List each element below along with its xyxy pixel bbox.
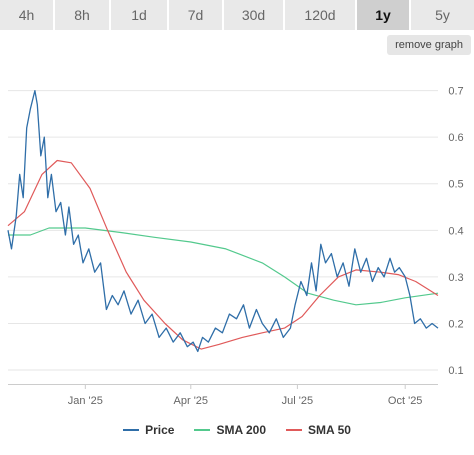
sma-50-line — [7, 159, 439, 350]
y-tick-label: 0.3 — [448, 272, 463, 284]
tab-1d[interactable]: 1d — [111, 0, 169, 30]
legend-swatch-sma-50 — [286, 429, 303, 431]
y-tick-label: 0.6 — [448, 132, 463, 144]
x-tick-label: Apr '25 — [174, 395, 209, 407]
y-tick-label: 0.4 — [448, 225, 463, 237]
legend-label-sma-50: SMA 50 — [308, 423, 351, 437]
y-tick-label: 0.5 — [448, 179, 463, 191]
x-tick-label: Jan '25 — [68, 395, 103, 407]
tab-1y[interactable]: 1y — [357, 0, 411, 30]
legend-swatch-sma-200 — [194, 429, 211, 431]
price-line — [7, 89, 439, 353]
y-tick-label: 0.1 — [448, 365, 463, 377]
tab-30d[interactable]: 30d — [224, 0, 285, 30]
y-tick-label: 0.7 — [448, 86, 463, 98]
tab-120d[interactable]: 120d — [285, 0, 357, 30]
x-tick-label: Jul '25 — [282, 395, 313, 407]
legend-item-sma-200[interactable]: SMA 200 — [194, 423, 266, 437]
legend-label-price: Price — [145, 423, 175, 437]
y-tick-label: 0.2 — [448, 318, 463, 330]
remove-graph-button[interactable]: remove graph — [387, 35, 471, 55]
tab-7d[interactable]: 7d — [169, 0, 224, 30]
legend-label-sma-200: SMA 200 — [216, 423, 267, 437]
x-tick-label: Oct '25 — [388, 395, 423, 407]
sma-200-line — [8, 227, 439, 306]
tab-4h[interactable]: 4h — [0, 0, 55, 30]
tab-5y[interactable]: 5y — [411, 0, 474, 30]
price-chart: 0.1 0.2 0.3 0.4 0.5 0.6 0.7 Jan '25 Apr '25 Jul '… — [7, 86, 464, 407]
legend-item-price[interactable]: Price — [123, 423, 174, 437]
legend-item-sma-50[interactable]: SMA 50 — [286, 423, 351, 437]
timeframe-tabs: 4h 8h 1d 7d 30d 120d 1y 5y — [0, 0, 474, 30]
chart-legend: Price SMA 200 SMA 50 — [0, 420, 474, 440]
tab-8h[interactable]: 8h — [55, 0, 111, 30]
legend-swatch-price — [123, 429, 140, 431]
